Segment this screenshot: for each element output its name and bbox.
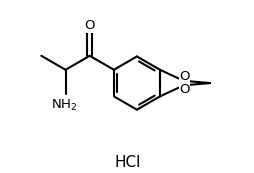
Text: O: O bbox=[84, 19, 94, 32]
Text: O: O bbox=[179, 70, 189, 83]
Text: HCl: HCl bbox=[114, 154, 140, 170]
Text: O: O bbox=[179, 83, 189, 96]
Text: NH$_2$: NH$_2$ bbox=[50, 98, 77, 113]
